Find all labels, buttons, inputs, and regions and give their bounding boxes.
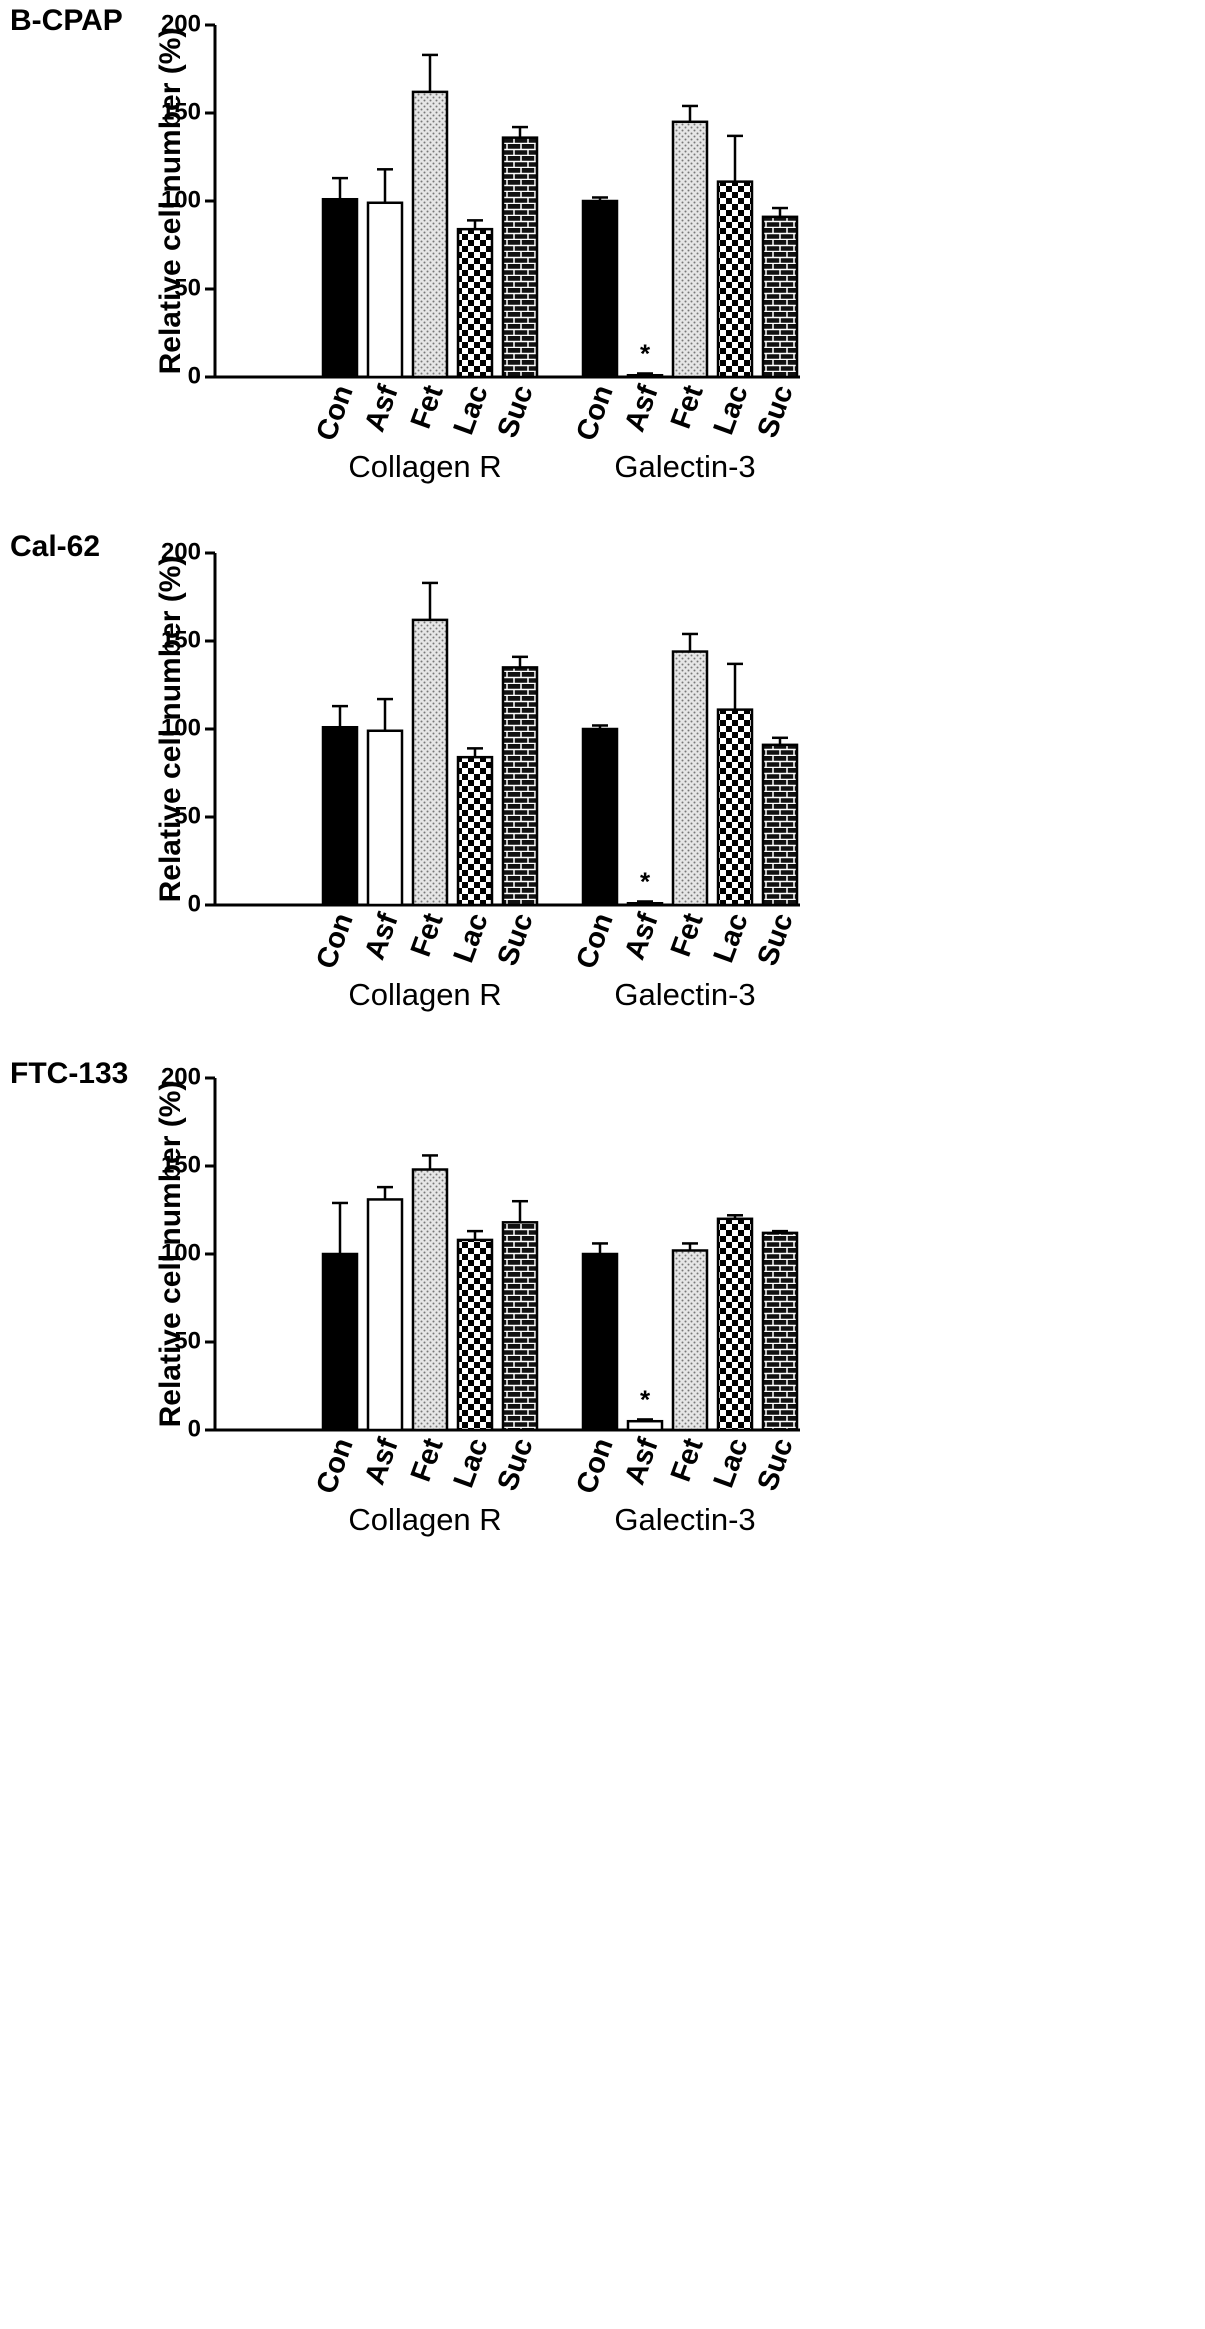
- bar: [581, 1252, 619, 1432]
- bar: [321, 725, 359, 907]
- bar: [366, 1198, 404, 1432]
- y-tick-label: 0: [188, 1415, 201, 1442]
- x-tick-label: Asf: [359, 1434, 405, 1489]
- x-tick-label: Lac: [448, 381, 495, 439]
- bar: [366, 201, 404, 379]
- x-tick-label: Asf: [619, 909, 665, 964]
- bar: [716, 708, 754, 907]
- x-tick-label: Suc: [752, 909, 800, 970]
- bar: [411, 618, 449, 907]
- y-tick-label: 150: [161, 98, 201, 125]
- x-tick-label: Fet: [405, 1434, 450, 1486]
- group-label: Collagen R: [348, 449, 501, 484]
- x-tick-label: Lac: [448, 1434, 495, 1492]
- y-tick-label: 50: [174, 802, 201, 829]
- x-tick-label: Asf: [619, 1434, 665, 1489]
- y-tick-label: 150: [161, 626, 201, 653]
- y-tick-label: 150: [161, 1151, 201, 1178]
- bar: [456, 755, 494, 907]
- bar: [501, 1221, 539, 1432]
- bar: [321, 197, 359, 379]
- bar: [456, 227, 494, 379]
- bar: [761, 1231, 799, 1432]
- bar: [581, 199, 619, 379]
- bar: [626, 901, 664, 907]
- y-tick-label: 0: [188, 890, 201, 917]
- bar: [411, 90, 449, 379]
- x-tick-label: Lac: [708, 909, 755, 967]
- y-tick-label: 200: [161, 538, 201, 565]
- bar: [626, 1419, 664, 1432]
- y-axis-label: Relative cell number (%): [154, 28, 187, 375]
- y-tick-label: 200: [161, 10, 201, 37]
- y-axis-label: Relative cell number (%): [154, 556, 187, 903]
- y-tick-label: 100: [161, 186, 201, 213]
- y-tick-label: 50: [174, 274, 201, 301]
- bar: [501, 136, 539, 379]
- bar: [671, 1249, 709, 1432]
- x-tick-label: Asf: [359, 381, 405, 436]
- bar: [761, 215, 799, 379]
- bar: [581, 727, 619, 907]
- x-tick-label: Con: [570, 909, 619, 973]
- x-tick-label: Suc: [492, 909, 540, 970]
- y-tick-label: 0: [188, 362, 201, 389]
- x-tick-label: Con: [310, 909, 359, 973]
- group-label: Galectin-3: [614, 1502, 755, 1537]
- significance-mark: *: [640, 1384, 651, 1414]
- bar: [366, 729, 404, 907]
- group-label: Collagen R: [348, 977, 501, 1012]
- x-tick-label: Suc: [752, 1434, 800, 1495]
- panel-title: Cal-62: [10, 530, 100, 563]
- bar: [671, 650, 709, 907]
- bar: [321, 1252, 359, 1432]
- y-tick-label: 200: [161, 1063, 201, 1090]
- x-tick-label: Fet: [665, 381, 710, 433]
- x-tick-label: Lac: [708, 381, 755, 439]
- x-tick-label: Lac: [708, 1434, 755, 1492]
- group-label: Collagen R: [348, 1502, 501, 1537]
- x-tick-label: Fet: [405, 381, 450, 433]
- x-tick-label: Suc: [492, 381, 540, 442]
- significance-mark: *: [640, 866, 651, 896]
- bar: [456, 1238, 494, 1432]
- bar: [411, 1168, 449, 1432]
- x-tick-label: Suc: [752, 381, 800, 442]
- x-tick-label: Fet: [405, 909, 450, 961]
- y-tick-label: 100: [161, 714, 201, 741]
- x-tick-label: Lac: [448, 909, 495, 967]
- panel-title: FTC-133: [10, 1057, 128, 1090]
- x-tick-label: Con: [570, 1434, 619, 1498]
- x-tick-label: Fet: [665, 1434, 710, 1486]
- panel-title: B-CPAP: [10, 4, 123, 37]
- bar: [761, 743, 799, 907]
- x-tick-label: Con: [310, 381, 359, 445]
- bar: [671, 120, 709, 379]
- y-tick-label: 50: [174, 1327, 201, 1354]
- y-axis-label: Relative cell number (%): [154, 1081, 187, 1428]
- x-tick-label: Fet: [665, 909, 710, 961]
- group-label: Galectin-3: [614, 449, 755, 484]
- bar: [626, 373, 664, 379]
- significance-mark: *: [640, 338, 651, 368]
- bar: [501, 666, 539, 907]
- x-tick-label: Asf: [619, 381, 665, 436]
- x-tick-label: Con: [570, 381, 619, 445]
- group-label: Galectin-3: [614, 977, 755, 1012]
- x-tick-label: Con: [310, 1434, 359, 1498]
- bar: [716, 1217, 754, 1432]
- x-tick-label: Suc: [492, 1434, 540, 1495]
- bar: [716, 180, 754, 379]
- x-tick-label: Asf: [359, 909, 405, 964]
- y-tick-label: 100: [161, 1239, 201, 1266]
